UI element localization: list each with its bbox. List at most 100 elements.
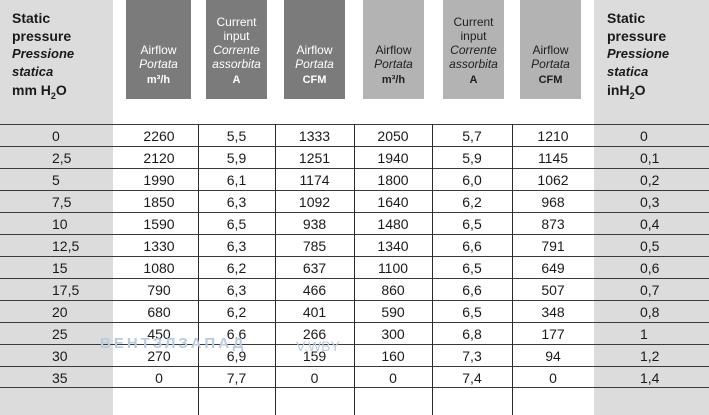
header-static-pressure-in: Static pressure Pressione statica inH2O [607,10,670,101]
table-cell: 507 [541,282,565,298]
table-cell: 94 [545,348,561,364]
table-cell: 1940 [377,150,409,166]
table-cell: 938 [302,216,327,232]
table-cell: 7,3 [462,348,482,364]
table-cell: 860 [381,282,405,298]
table-cell: 450 [147,326,171,342]
table-cell: 0 [310,370,319,386]
table-cell: 1062 [537,172,569,188]
table-cell: 6,5 [462,260,482,276]
table-cell: 25 [52,326,68,342]
table-cell: 10 [52,216,68,232]
table-cell: 6,2 [226,304,247,320]
table-cell: 1251 [298,150,331,166]
table-cell: 1333 [298,128,331,144]
table-cell: 6,5 [462,216,482,232]
table-cell: 401 [302,304,327,320]
table-cell: 1850 [143,194,175,210]
table-cell: 1,2 [640,348,660,364]
table-cell: 0,8 [640,304,660,320]
table-cell: 35 [52,370,68,386]
table-cell: 348 [541,304,565,320]
table-cell: 1092 [298,194,331,210]
table-cell: 2,5 [52,150,72,166]
table-cell: 160 [381,348,405,364]
column-divider [198,124,199,415]
table-cell: 0,1 [640,150,660,166]
table-cell: 7,4 [462,370,482,386]
table-cell: 6,2 [462,194,482,210]
table-cell: 1100 [377,260,409,276]
table-cell: 266 [302,326,327,342]
table-cell: 1990 [143,172,175,188]
header-static-pressure-mm: Static pressure Pressione statica mm H2O [12,10,75,101]
table-cell: 1800 [377,172,409,188]
table-cell: 1210 [537,128,569,144]
header-current-1: Current input Corrente assorbita A [206,0,267,99]
table-cell: 159 [302,348,327,364]
right-column-shade [594,0,709,415]
table-cell: 15 [52,260,68,276]
table-cell: 5,7 [462,128,482,144]
table-cell: 791 [541,238,565,254]
table-cell: 785 [302,238,327,254]
table-cell: 6,6 [462,238,482,254]
table-cell: 466 [302,282,327,298]
table-cell: 2050 [377,128,409,144]
table-cell: 177 [541,326,565,342]
table-cell: 1145 [537,150,569,166]
table-cell: 1340 [377,238,409,254]
table-cell: 0 [640,128,648,144]
header-airflow-m3h-1: Airflow Portata m³/h [126,0,191,99]
column-divider [432,124,433,415]
table-cell: 6,6 [462,282,482,298]
table-cell: 1640 [377,194,409,210]
header-airflow-cfm-1: Airflow Portata CFM [284,0,345,99]
table-cell: 20 [52,304,68,320]
header-airflow-m3h-2: Airflow Portata m³/h [363,0,424,99]
watermark-domain: V.WBY [296,338,340,354]
table-cell: 680 [147,304,171,320]
table-row: 2,5 2120 5,9 1251 1940 5,9 1145 0,1 [0,146,709,168]
table-cell: 7,5 [52,194,72,210]
table-cell: 6,1 [226,172,247,188]
table-cell: 6,5 [462,304,482,320]
table-cell: 6,2 [226,260,247,276]
table-cell: 0,6 [640,260,660,276]
table-cell: 2120 [143,150,175,166]
header-current-2: Current input Corrente assorbita A [443,0,504,99]
table-cell: 0,2 [640,172,660,188]
table-cell: 873 [541,216,565,232]
table-cell: 270 [147,348,171,364]
table-cell: 1480 [377,216,409,232]
table-cell: 649 [541,260,565,276]
table-cell: 6,6 [226,326,247,342]
table-cell: 6,3 [226,194,247,210]
table-cell: 5,9 [462,150,482,166]
header-airflow-cfm-2: Airflow Portata CFM [520,0,581,99]
table-cell: 1,4 [640,370,660,386]
table-cell: 1174 [299,172,330,188]
table-cell: 0 [52,128,60,144]
table-cell: 0,3 [640,194,660,210]
table-cell: 968 [541,194,565,210]
table-cell: 790 [147,282,171,298]
table-cell: 1590 [143,216,175,232]
table-cell: 7,7 [226,370,247,386]
table-cell: 300 [381,326,405,342]
watermark-text: ВЕНТЗЛЗАПАД [100,335,247,352]
column-divider [354,124,355,415]
table-cell: 0,7 [640,282,660,298]
table-cell: 0 [549,370,557,386]
table-cell: 0,5 [640,238,660,254]
table-cell: 0,4 [640,216,660,232]
table-cell: 0 [155,370,163,386]
left-column-shade [0,0,113,415]
table-cell: 590 [381,304,405,320]
table-cell: 6,0 [462,172,482,188]
table-cell: 637 [302,260,327,276]
table-cell: 5,5 [226,128,247,144]
table-cell: 6,8 [462,326,482,342]
table-cell: 5,9 [226,150,247,166]
